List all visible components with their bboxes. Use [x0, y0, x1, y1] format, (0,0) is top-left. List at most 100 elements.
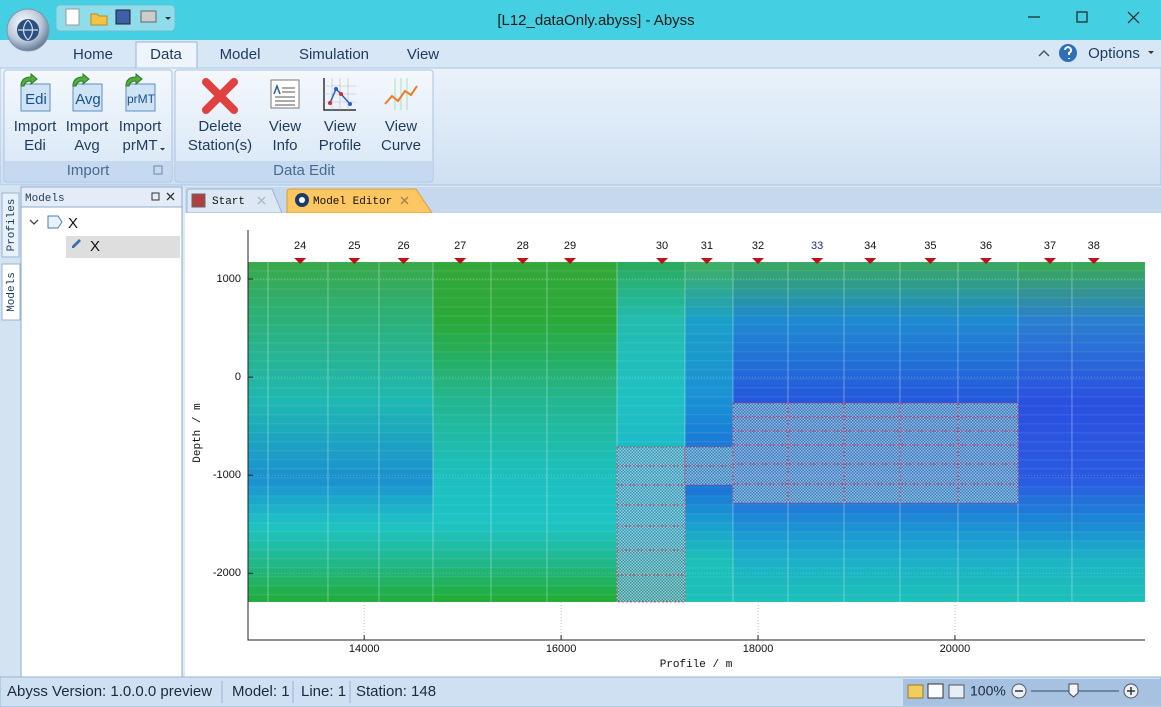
model-cell — [546, 279, 618, 290]
ribbon-button-label[interactable]: Station(s) — [188, 137, 252, 154]
zoom-area — [903, 679, 1161, 706]
model-cell — [957, 324, 1019, 335]
tree-item[interactable]: X — [90, 238, 100, 255]
tree-item[interactable]: X — [68, 215, 78, 232]
model-cell — [267, 549, 329, 560]
ribbon-button-label[interactable]: Delete — [198, 118, 241, 135]
selected-cells[interactable] — [732, 402, 1019, 504]
ribbon-button-label[interactable]: View — [385, 118, 417, 135]
ribbon-button-label[interactable]: Import — [119, 118, 162, 135]
view-mode-button[interactable] — [927, 683, 944, 699]
model-cell — [787, 594, 845, 603]
doc-tab[interactable] — [186, 188, 283, 214]
maximize-button[interactable] — [1076, 11, 1088, 23]
ribbon-button-label[interactable]: View — [324, 118, 356, 135]
new-icon[interactable] — [65, 8, 80, 26]
view-mode-button[interactable] — [948, 684, 965, 699]
ribbon-button-label[interactable]: Profile — [319, 137, 362, 154]
tab-close-button[interactable] — [400, 196, 409, 205]
model-cell — [378, 297, 434, 308]
collapse-ribbon[interactable] — [1038, 49, 1050, 57]
station-marker[interactable] — [516, 258, 529, 264]
station-marker[interactable] — [864, 258, 877, 264]
import-icon — [125, 83, 156, 112]
model-cell — [267, 558, 329, 569]
model-cell — [546, 324, 618, 335]
model-cell — [899, 594, 959, 603]
side-tab-label[interactable]: Models — [6, 272, 18, 312]
doc-tab-active[interactable] — [286, 188, 433, 214]
station-marker[interactable] — [979, 258, 992, 264]
model-cell — [432, 531, 492, 542]
station-marker[interactable] — [397, 258, 410, 264]
station-marker[interactable] — [348, 258, 361, 264]
ribbon-tabs: Home Data Model Simulation View Options — [73, 41, 1140, 70]
import-icon-label: Edi — [25, 91, 47, 108]
ribbon-button-label[interactable]: Import — [66, 118, 109, 135]
doc-tab-label[interactable]: Start — [212, 196, 245, 208]
station-marker[interactable] — [924, 258, 937, 264]
side-tab-active[interactable] — [1, 263, 21, 321]
ribbon-button-label[interactable]: Info — [272, 137, 297, 154]
options-dropdown[interactable] — [1148, 51, 1154, 54]
model-cell — [432, 369, 492, 380]
dialog-launcher[interactable] — [153, 165, 163, 175]
model-cell — [684, 486, 734, 497]
ribbon-button-label[interactable]: prMT — [123, 137, 158, 154]
model-cell — [490, 567, 548, 578]
ribbon-button-label[interactable]: Avg — [74, 137, 100, 154]
save-icon[interactable] — [115, 9, 131, 25]
ribbon-button-label[interactable]: View — [269, 118, 301, 135]
side-tab[interactable] — [1, 192, 20, 258]
panel-float-button[interactable] — [151, 192, 160, 201]
view-mode-button[interactable] — [907, 684, 924, 699]
ribbon-tab[interactable]: Data — [150, 46, 182, 63]
model-cell — [1017, 468, 1073, 479]
model-cell — [490, 315, 548, 326]
model-cell — [247, 558, 269, 569]
station-marker[interactable] — [1087, 258, 1100, 264]
ribbon-tab[interactable]: Model — [220, 46, 261, 63]
selected-cells[interactable] — [616, 446, 686, 603]
close-button[interactable] — [1127, 11, 1140, 24]
ribbon-button-label[interactable]: Import — [14, 118, 57, 135]
station-marker[interactable] — [811, 258, 824, 264]
options-menu[interactable]: Options — [1088, 45, 1140, 62]
model-cell — [1071, 324, 1146, 335]
print-icon[interactable] — [140, 10, 157, 23]
model-cell — [957, 270, 1019, 281]
station-marker[interactable] — [1043, 258, 1056, 264]
model-cell — [378, 441, 434, 452]
station-marker[interactable] — [656, 258, 669, 264]
models-panel-header — [20, 186, 183, 208]
ribbon-button-label[interactable]: Edi — [24, 137, 46, 154]
dropdown-arrow[interactable] — [160, 148, 165, 151]
tab-close-button[interactable] — [257, 196, 266, 205]
title-bar — [0, 0, 1161, 40]
qat-dropdown[interactable] — [165, 17, 171, 20]
station-marker[interactable] — [563, 258, 576, 264]
model-cell — [1071, 360, 1146, 371]
curve-icon-grid — [394, 78, 408, 110]
ribbon-button-label[interactable]: Curve — [381, 137, 421, 154]
open-icon[interactable] — [90, 13, 108, 26]
model-cell — [327, 378, 380, 389]
panel-close-button[interactable] — [166, 192, 175, 201]
y-axis-label: Depth / m — [192, 403, 204, 463]
model-cell — [616, 414, 686, 425]
model-cell — [490, 261, 548, 272]
ribbon-tab[interactable]: Simulation — [299, 46, 369, 63]
doc-tab-label[interactable]: Model Editor — [313, 196, 392, 208]
station-marker[interactable] — [454, 258, 467, 264]
ribbon-tab[interactable]: View — [407, 46, 439, 63]
ribbon-tab[interactable]: Home — [73, 46, 113, 63]
station-marker[interactable] — [294, 258, 307, 264]
model-cell — [732, 549, 789, 560]
zoom-slider-thumb[interactable] — [1068, 683, 1079, 698]
tree-expander[interactable] — [29, 219, 39, 225]
model-cell — [843, 351, 901, 362]
station-marker[interactable] — [700, 258, 713, 264]
side-tab-label[interactable]: Profiles — [6, 199, 18, 252]
station-marker[interactable] — [752, 258, 765, 264]
window-title: [L12_dataOnly.abyss] - Abyss — [497, 12, 694, 29]
